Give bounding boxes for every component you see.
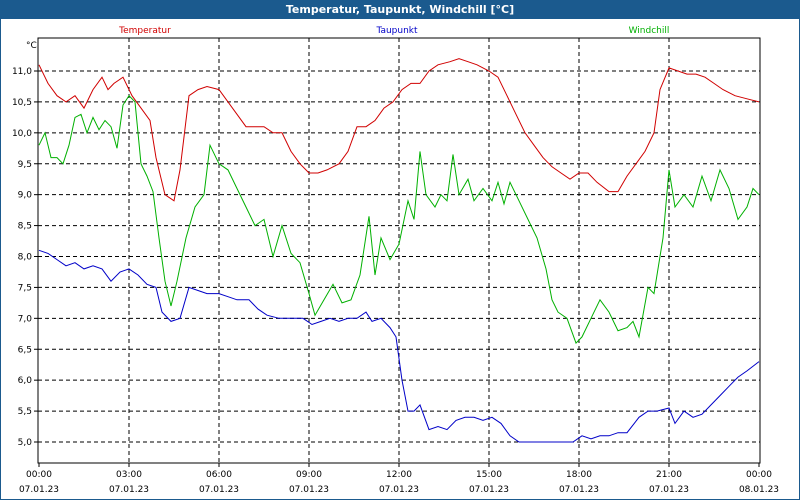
series-line-taupunkt — [38, 249, 760, 443]
x-tick-date-label: 07.01.23 — [109, 485, 149, 495]
x-tick-date-label: 07.01.23 — [649, 485, 689, 495]
y-axis-ticks: 5,0 5,5 6,0 6,5 7,0 7,5 8,0 8,5 9,0 9,5 10,0 10,5 11… — [12, 67, 38, 448]
y-tick-label: 6,5 — [18, 345, 32, 355]
y-tick-label: 11,0 — [12, 67, 32, 77]
x-tick-time-label: 00:00 — [26, 470, 52, 480]
x-tick-date-label: 08.01.23 — [739, 485, 779, 495]
series-line-temperatur — [38, 58, 760, 202]
y-tick-label: 5,0 — [18, 438, 33, 448]
y-tick-label: 8,5 — [18, 222, 32, 232]
x-tick-time-label: 03:00 — [116, 470, 142, 480]
chart-title: Temperatur, Taupunkt, Windchill [°C] — [1, 1, 799, 19]
x-tick-date-label: 07.01.23 — [289, 485, 329, 495]
x-tick-time-label: 09:00 — [296, 470, 322, 480]
legend-item-windchill: Windchill — [629, 26, 670, 36]
y-tick-label: 9,0 — [18, 191, 33, 201]
series-line-windchill — [38, 94, 760, 345]
series-lines — [38, 58, 760, 443]
legend-item-taupunkt: Taupunkt — [375, 26, 418, 36]
legend: Temperatur Taupunkt Windchill — [118, 26, 669, 36]
x-tick-time-label: 15:00 — [476, 470, 502, 480]
y-tick-label: 7,0 — [18, 314, 33, 324]
x-tick-date-label: 07.01.23 — [199, 485, 239, 495]
y-tick-label: 10,0 — [12, 129, 32, 139]
x-tick-time-label: 12:00 — [386, 470, 412, 480]
y-axis-label: °C — [26, 41, 37, 51]
y-tick-label: 6,0 — [18, 376, 33, 386]
x-tick-time-label: 21:00 — [656, 470, 682, 480]
grid — [38, 38, 760, 463]
x-tick-date-label: 07.01.23 — [559, 485, 599, 495]
legend-item-temperatur: Temperatur — [118, 26, 171, 36]
y-tick-label: 5,5 — [18, 407, 32, 417]
x-tick-date-label: 07.01.23 — [379, 485, 419, 495]
y-tick-label: 10,5 — [12, 98, 32, 108]
y-tick-label: 9,5 — [18, 160, 32, 170]
y-tick-label: 7,5 — [18, 283, 32, 293]
x-tick-date-label: 07.01.23 — [19, 485, 59, 495]
x-tick-time-label: 06:00 — [206, 470, 232, 480]
x-tick-date-label: 07.01.23 — [469, 485, 509, 495]
x-tick-time-label: 18:00 — [566, 470, 592, 480]
x-tick-time-label: 00:00 — [746, 470, 772, 480]
x-axis-ticks: 00:00 07.01.23 03:00 07.01.23 06:00 07.01.23 0… — [19, 463, 779, 495]
y-tick-label: 8,0 — [18, 253, 33, 263]
